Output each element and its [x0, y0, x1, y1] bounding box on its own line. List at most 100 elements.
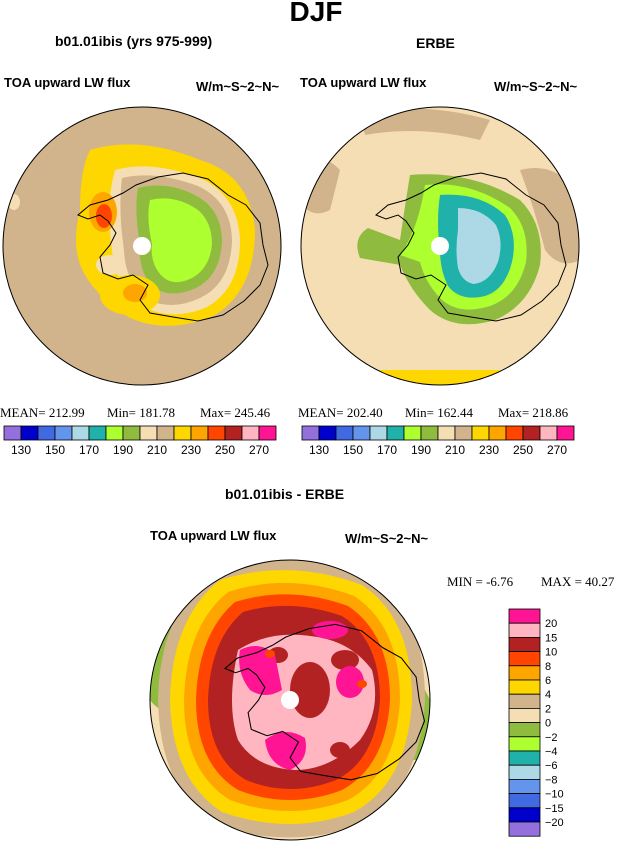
diff-max: MAX = 40.27 — [541, 574, 615, 589]
colorbar-swatch — [508, 793, 541, 809]
colorbar-swatch — [508, 764, 541, 780]
colorbar-tick-label: −20 — [545, 817, 564, 829]
colorbar-swatch — [37, 425, 56, 441]
colorbar-swatch — [3, 425, 22, 441]
colorbar-swatch — [539, 425, 558, 441]
panel1-max: Max= 245.46 — [200, 405, 271, 420]
colorbar-swatch — [386, 425, 405, 441]
colorbar-tick-label: 250 — [215, 443, 235, 457]
colorbar-tick-label: 210 — [147, 443, 167, 457]
colorbar-swatch — [508, 679, 541, 695]
colorbar-tick-label: 10 — [545, 647, 557, 659]
colorbar-swatch — [258, 425, 277, 441]
colorbar-swatch — [471, 425, 490, 441]
page-title: DJF — [289, 0, 343, 27]
panel2-variable-label: TOA upward LW flux — [300, 75, 427, 90]
colorbar-tick-label: 230 — [479, 443, 499, 457]
colorbar-tick-label: 190 — [113, 443, 133, 457]
colorbar-swatch — [318, 425, 337, 441]
colorbar-tick-label: −4 — [545, 746, 558, 758]
panel2-max: Max= 218.86 — [498, 405, 569, 420]
colorbar-tick-label: 0 — [545, 718, 551, 730]
colorbar-swatch — [488, 425, 507, 441]
colorbar-tick-label: 8 — [545, 661, 551, 673]
colorbar-swatch — [301, 425, 320, 441]
colorbar-swatch — [54, 425, 73, 441]
colorbar-swatch — [508, 736, 541, 752]
colorbar-tick-label: 2 — [545, 703, 551, 715]
colorbar-swatch — [508, 750, 541, 766]
colorbar-tick-label: 4 — [545, 689, 551, 701]
colorbar-swatch — [352, 425, 371, 441]
diff-min: MIN = -6.76 — [447, 574, 514, 589]
colorbar-tick-label: 170 — [79, 443, 99, 457]
panel2-mean: MEAN= 202.40 — [298, 405, 383, 420]
colorbar-swatch — [556, 425, 575, 441]
diff-map — [150, 560, 430, 840]
colorbar-swatch — [508, 651, 541, 667]
panel1-case-title: b01.01ibis (yrs 975-999) — [55, 33, 213, 49]
colorbar-swatch — [190, 425, 209, 441]
colorbar-tick-label: −10 — [545, 789, 564, 801]
colorbar-swatch — [403, 425, 422, 441]
colorbar-swatch — [508, 693, 541, 709]
colorbar-swatch — [454, 425, 473, 441]
colorbar-swatch — [20, 425, 39, 441]
colorbar-tick-label: 250 — [513, 443, 533, 457]
colorbar-tick-label: −8 — [545, 774, 558, 786]
panel2-case-title: ERBE — [416, 35, 455, 51]
panel1-min: Min= 181.78 — [107, 405, 176, 420]
colorbar-swatch — [508, 779, 541, 795]
colorbar-swatch — [508, 821, 541, 837]
colorbar-tick-label: 190 — [411, 443, 431, 457]
colorbar-swatch — [241, 425, 260, 441]
panel1-variable-label: TOA upward LW flux — [4, 75, 131, 90]
panel1-map — [3, 107, 281, 385]
colorbar-swatch — [139, 425, 158, 441]
colorbar-swatch — [88, 425, 107, 441]
colorbar-swatch — [508, 722, 541, 738]
colorbar-tick-label: 130 — [11, 443, 31, 457]
colorbar-tick-label: 130 — [309, 443, 329, 457]
colorbar-tick-label: −2 — [545, 732, 558, 744]
colorbar-tick-label: 150 — [343, 443, 363, 457]
colorbar-tick-label: 15 — [545, 632, 557, 644]
colorbar-swatch — [207, 425, 226, 441]
diff-variable-label: TOA upward LW flux — [150, 528, 277, 543]
colorbar-tick-label: 270 — [547, 443, 567, 457]
colorbar-tick-label: −15 — [545, 803, 564, 815]
diff-case-title: b01.01ibis - ERBE — [225, 486, 345, 502]
colorbar-swatch — [156, 425, 175, 441]
panel2-colorbar: 130 150 170 190 210 230 250 270 — [301, 425, 575, 457]
panel2-min: Min= 162.44 — [405, 405, 474, 420]
colorbar-tick-label: 6 — [545, 675, 551, 687]
colorbar-swatch — [508, 708, 541, 724]
panel1-mean: MEAN= 212.99 — [0, 405, 85, 420]
colorbar-tick-label: 150 — [45, 443, 65, 457]
colorbar-swatch — [369, 425, 388, 441]
colorbar-swatch — [522, 425, 541, 441]
panel2-units-label: W/m~S~2~N~ — [494, 79, 578, 94]
colorbar-swatch — [173, 425, 192, 441]
colorbar-swatch — [508, 807, 541, 823]
colorbar-swatch — [224, 425, 243, 441]
colorbar-swatch — [505, 425, 524, 441]
panel1-units-label: W/m~S~2~N~ — [196, 79, 280, 94]
colorbar-swatch — [122, 425, 141, 441]
colorbar-swatch — [335, 425, 354, 441]
colorbar-tick-label: 20 — [545, 618, 557, 630]
colorbar-swatch — [508, 665, 541, 681]
colorbar-swatch — [71, 425, 90, 441]
colorbar-tick-label: 170 — [377, 443, 397, 457]
colorbar-tick-label: 270 — [249, 443, 269, 457]
panel2-map — [301, 107, 579, 385]
colorbar-swatch — [508, 608, 541, 624]
colorbar-tick-label: 210 — [445, 443, 465, 457]
colorbar-swatch — [437, 425, 456, 441]
colorbar-swatch — [420, 425, 439, 441]
colorbar-tick-label: −6 — [545, 760, 558, 772]
panel1-colorbar: 130 150 170 190 210 230 250 270 — [3, 425, 277, 457]
colorbar-tick-label: 230 — [181, 443, 201, 457]
